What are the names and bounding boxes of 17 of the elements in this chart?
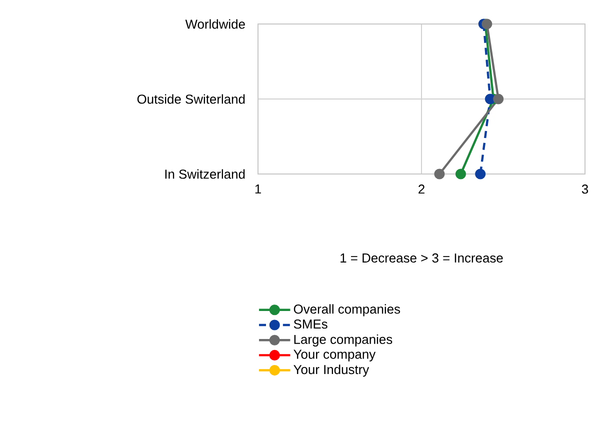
y-tick-label: Outside Switerland — [137, 94, 245, 104]
legend-label: Large companies — [294, 334, 392, 347]
point — [493, 94, 504, 104]
x-tick-label: 2 — [418, 184, 424, 194]
legend-label: Overall companies — [294, 304, 400, 316]
legend-label: Your company — [294, 350, 376, 362]
legend-label: SMEs — [294, 319, 328, 329]
point — [475, 168, 486, 180]
point — [434, 168, 445, 180]
y-tick-label: Worldwide — [185, 19, 245, 29]
point — [484, 94, 496, 104]
y-tick-label: In Switzerland — [165, 169, 245, 179]
x-tick-label: 1 — [255, 184, 261, 194]
point — [455, 168, 466, 180]
x-axis-title: 1 = Decrease > 3 = Increase — [340, 253, 503, 263]
legend-label: Your Industry — [294, 364, 370, 377]
x-tick-label: 3 — [582, 184, 588, 194]
